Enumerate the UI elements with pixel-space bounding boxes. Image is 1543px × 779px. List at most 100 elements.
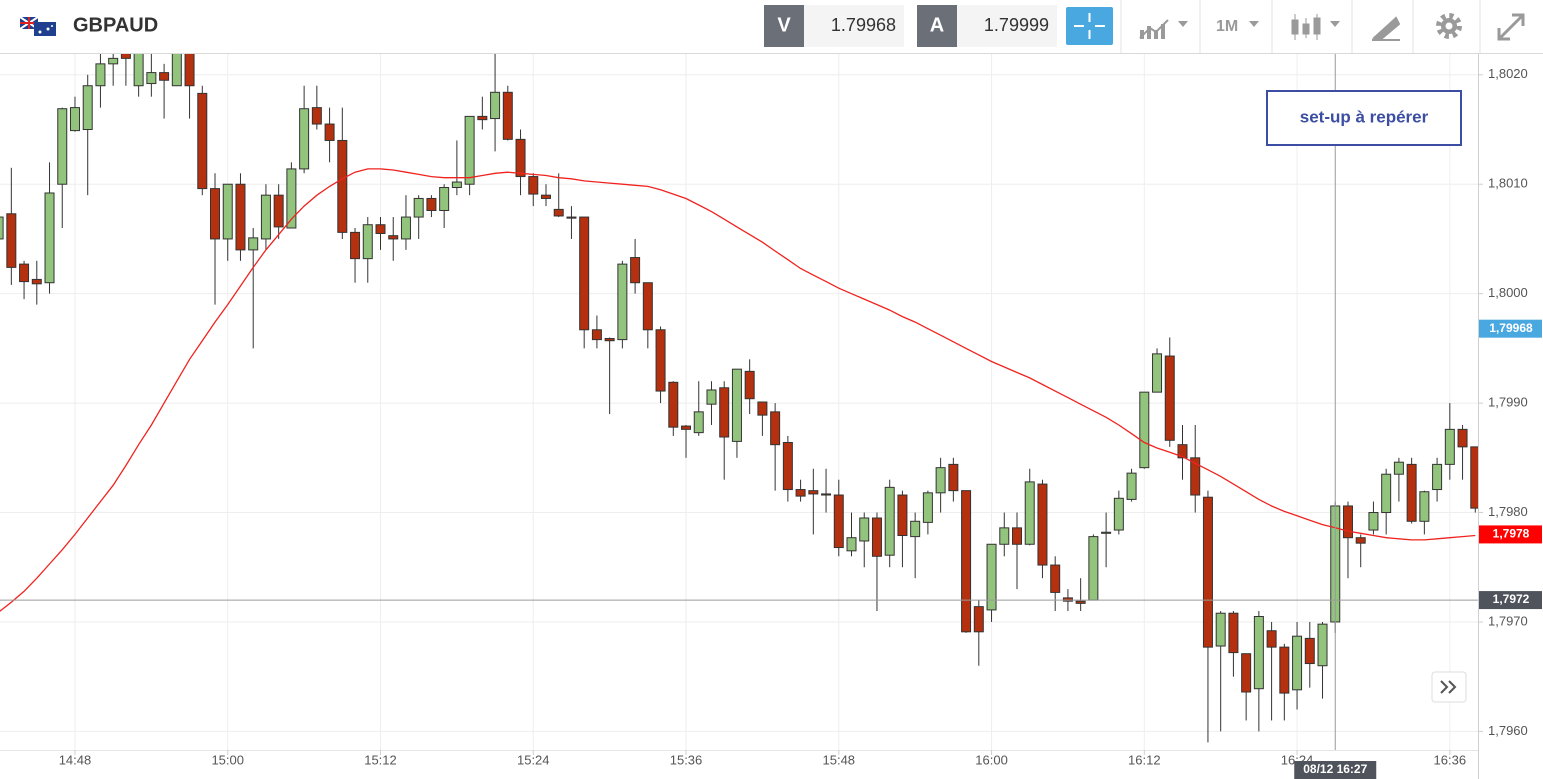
timeframe[interactable]: 1M <box>1216 18 1238 35</box>
candle-body <box>693 411 704 434</box>
candle-body <box>1342 505 1353 539</box>
candle-body <box>999 527 1010 545</box>
candle-body <box>681 425 692 430</box>
candle-body <box>146 72 157 85</box>
candle-body <box>324 123 335 141</box>
candle-body <box>630 257 641 284</box>
candle-body <box>1266 630 1277 648</box>
candle-body <box>1139 391 1150 469</box>
toolbar: GBPAUD V 1.79968 A 1.79999 1M <box>0 0 1543 54</box>
moving-average-line <box>0 168 1476 612</box>
fullscreen-button[interactable] <box>1497 13 1525 41</box>
candle-body <box>350 231 361 260</box>
candle-body <box>69 107 80 132</box>
candle-body <box>910 520 921 538</box>
candle-body <box>757 401 768 416</box>
candle-body <box>1113 497 1124 531</box>
candle-body <box>31 278 42 285</box>
y-tick-label: 1,7960 <box>1488 723 1528 738</box>
candle-body <box>884 486 895 556</box>
candle-body <box>1368 512 1379 531</box>
candle-body <box>159 72 170 81</box>
candle-body <box>719 387 730 438</box>
candle-body <box>1177 444 1188 459</box>
grid: 1,7960 1,7970 1,7980 1,7990 1,8000 1,8010 1,80… <box>0 54 1528 767</box>
y-tick-label: 1,7980 <box>1488 504 1528 519</box>
candle-body <box>1190 457 1201 496</box>
y-tick-label: 1,8000 <box>1488 285 1528 300</box>
price-marker-label: 1,79968 <box>1489 321 1533 335</box>
candle-body <box>95 63 106 87</box>
candle-body <box>362 224 373 260</box>
settings-button[interactable] <box>1436 13 1462 39</box>
candle-body <box>1355 537 1366 544</box>
candle-body <box>1419 491 1430 522</box>
candle-body <box>400 216 411 240</box>
candle-body <box>1279 646 1290 694</box>
candle-body <box>948 463 959 492</box>
y-tick-label: 1,7990 <box>1488 395 1528 410</box>
candle-body <box>1215 612 1226 647</box>
bid-box <box>804 5 904 47</box>
candle-body <box>1304 637 1315 665</box>
candle-body <box>299 108 310 170</box>
overlay: 08/12 16:27 1,7972 1,79968 1,7978 <box>0 54 1542 779</box>
candle-body <box>1457 428 1468 448</box>
candle-body <box>961 490 972 633</box>
candle-body <box>171 54 182 87</box>
candle-body <box>821 493 832 496</box>
annotation-box <box>1266 90 1462 146</box>
candle-body <box>1012 527 1022 545</box>
candle-style-button[interactable] <box>1291 14 1340 40</box>
candle-body <box>235 183 246 251</box>
candle-body <box>133 54 144 87</box>
candle-body <box>1444 428 1455 465</box>
candle-body <box>502 91 513 140</box>
candle-body <box>311 107 322 125</box>
candle-body <box>375 224 386 234</box>
candle-body <box>1075 600 1086 604</box>
candle-body <box>490 91 501 120</box>
candle-body <box>1393 461 1404 475</box>
candle-body <box>210 188 221 240</box>
candle-body <box>1024 481 1035 545</box>
price-marker-label: 1,7978 <box>1493 527 1530 541</box>
scroll-button[interactable] <box>1431 671 1467 703</box>
x-tick-label: 15:48 <box>823 752 856 767</box>
draw-button[interactable] <box>1372 16 1401 42</box>
bid-label: V <box>777 14 791 36</box>
candle-body <box>197 92 208 190</box>
candle-body <box>222 183 233 240</box>
candle-body <box>337 139 348 233</box>
candle-body <box>795 489 806 497</box>
candle-body <box>515 138 526 178</box>
candle-body <box>655 329 666 392</box>
candle-body <box>439 187 450 211</box>
candle-body <box>706 389 717 405</box>
ask-label: A <box>930 14 944 36</box>
candle-body <box>44 192 55 284</box>
x-tick-label: 16:36 <box>1434 752 1467 767</box>
candle-body <box>846 537 857 552</box>
candle-body <box>286 168 297 229</box>
candle-body <box>731 368 742 442</box>
x-tick-label: 16:12 <box>1128 752 1161 767</box>
crosshair-button[interactable] <box>1066 7 1113 45</box>
y-tick-label: 1,8010 <box>1488 176 1528 191</box>
candle-body <box>808 490 819 495</box>
ask-badge <box>917 5 957 47</box>
candle-body <box>464 115 475 185</box>
price-marker <box>1479 525 1542 544</box>
candle-body <box>1432 463 1443 491</box>
candle-body <box>19 263 30 283</box>
candle-body <box>1152 353 1163 393</box>
candle-body <box>1037 483 1048 566</box>
x-tick-label: 15:00 <box>211 752 244 767</box>
crosshair-price-box <box>1479 591 1542 610</box>
chart-type-button[interactable] <box>1139 19 1188 39</box>
candle-body <box>248 237 259 251</box>
x-tick-label: 14:48 <box>59 752 92 767</box>
candle-body <box>1101 531 1112 534</box>
x-tick-label: 16:00 <box>975 752 1008 767</box>
